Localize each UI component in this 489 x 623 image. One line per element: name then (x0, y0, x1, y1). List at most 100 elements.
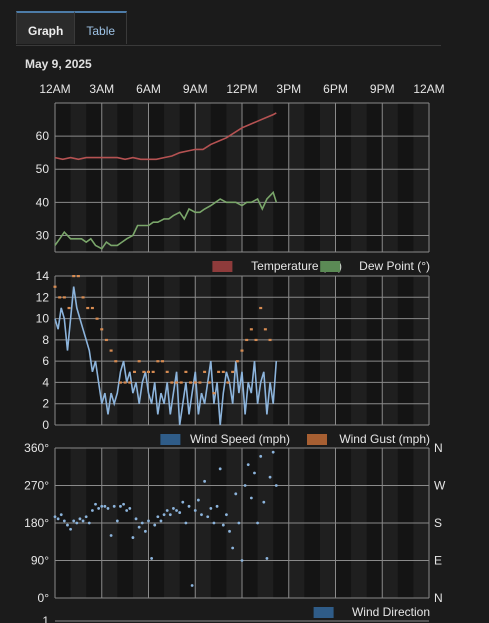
x-tick-label: 12PM (226, 82, 257, 96)
wind-gust-point (231, 370, 235, 373)
wind-direction-point (212, 521, 216, 525)
wind-gust-point (175, 381, 179, 384)
wind-direction-point (66, 523, 69, 527)
tab-graph[interactable]: Graph (16, 11, 76, 44)
hour-band (319, 276, 336, 425)
wind-gust-point (62, 296, 66, 299)
wind-direction-point (234, 492, 238, 496)
y-tick-label-wind: 0 (42, 418, 49, 432)
wind-direction-point (259, 454, 263, 458)
y-tick-label-wind: 14 (36, 269, 50, 283)
wind-direction-point (215, 504, 219, 508)
wind-direction-point (87, 521, 91, 525)
wind-direction-point (119, 504, 122, 508)
y-tick-label-direction: 360° (24, 441, 49, 455)
wind-direction-point (81, 519, 85, 523)
wind-gust-point (137, 360, 141, 363)
y-tick-label-wind: 2 (42, 397, 49, 411)
wind-direction-point (112, 504, 116, 508)
wind-gust-point (203, 370, 207, 373)
wind-gust-point (235, 360, 239, 363)
wind-gust-point (268, 338, 272, 342)
wind-direction-point (253, 471, 256, 475)
wind-gust-point (263, 328, 267, 331)
wind-direction-point (53, 515, 57, 519)
hour-band (101, 103, 118, 252)
wind-gust-point (132, 370, 136, 373)
wind-direction-point (178, 511, 182, 514)
wind-direction-point (196, 498, 200, 502)
wind-direction-point (206, 515, 210, 519)
wind-direction-point (153, 523, 157, 527)
wind-gust-point (67, 306, 71, 310)
wind-direction-point (162, 513, 166, 517)
wind-direction-point (203, 479, 207, 483)
legend-temperature-label: Temperature (°F) (251, 259, 342, 273)
wind-gust-point (114, 360, 118, 363)
legend-dew-point-label: Dew Point (°) (359, 259, 430, 273)
hour-band (382, 276, 398, 425)
hour-band (70, 103, 87, 252)
tab-table[interactable]: Table (75, 11, 128, 44)
chart-date: May 9, 2025 (25, 57, 92, 71)
x-tick-label: 3PM (276, 82, 301, 96)
hour-band (413, 276, 429, 425)
wind-gust-point (100, 328, 104, 331)
legend-wind-gust-label: Wind Gust (mph) (339, 432, 430, 446)
wind-direction-point (181, 500, 185, 504)
wind-gust-point (198, 381, 202, 384)
y-tick-label-wind: 4 (42, 375, 49, 389)
x-tick-label: 12AM (39, 82, 70, 96)
wind-gust-point (249, 328, 253, 331)
wind-gust-point (109, 349, 113, 352)
wind-direction-point (165, 509, 169, 512)
wind-gust-point (165, 370, 169, 373)
wind-gust-point (104, 338, 108, 342)
wind-direction-point (134, 517, 138, 521)
tab-underline (16, 45, 441, 46)
wind-direction-point (115, 519, 119, 523)
wind-direction-point (209, 507, 213, 510)
wind-gust-point (212, 392, 216, 395)
wind-direction-point (159, 519, 163, 523)
x-tick-label: 9PM (370, 82, 395, 96)
y-tick-label-temp: 50 (36, 162, 50, 176)
hour-band (257, 103, 274, 252)
wind-gust-point (86, 306, 90, 310)
wind-direction-point (221, 523, 225, 527)
x-tick-label: 9AM (183, 82, 208, 96)
wind-gust-point (221, 370, 225, 373)
wind-direction-point (78, 517, 82, 521)
wind-direction-point (243, 484, 247, 487)
compass-label: N (434, 591, 443, 605)
panel4-y-tick: 1 (42, 614, 49, 623)
y-tick-label-wind: 10 (36, 312, 50, 326)
wind-gust-point (142, 370, 146, 373)
wind-direction-point (147, 519, 150, 523)
wind-gust-point (179, 381, 183, 384)
hour-band (226, 276, 242, 425)
wind-direction-point (143, 529, 147, 533)
wind-gust-point (217, 370, 221, 373)
y-tick-label-direction: 0° (38, 591, 50, 605)
view-tabs: Graph Table (16, 11, 128, 45)
wind-direction-point (106, 507, 110, 510)
wind-gust-point (53, 285, 57, 288)
wind-direction-point (190, 584, 194, 587)
wind-gust-point (193, 381, 197, 384)
wind-gust-point (245, 338, 249, 342)
wind-direction-point (200, 513, 203, 517)
wind-direction-point (137, 525, 141, 529)
hour-band (413, 103, 429, 252)
legend-wind-direction-label: Wind Direction (352, 605, 430, 619)
wind-direction-point (240, 559, 244, 562)
wind-direction-point (125, 509, 129, 512)
wind-direction-point (265, 557, 269, 560)
hour-band (351, 103, 367, 252)
wind-direction-point (72, 519, 76, 523)
legend-wind-gust-swatch (307, 434, 327, 445)
wind-direction-point (271, 450, 275, 454)
dew-point-line (54, 190, 278, 250)
compass-label: E (434, 554, 442, 568)
legend-wind-speed-label: Wind Speed (mph) (190, 432, 290, 446)
